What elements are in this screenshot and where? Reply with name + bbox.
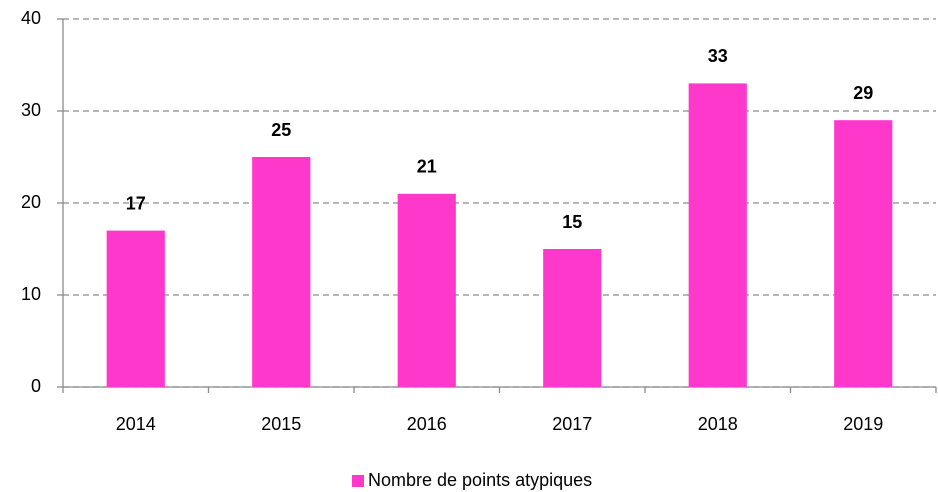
x-tick-label: 2014: [116, 414, 156, 434]
bar: [688, 83, 747, 388]
x-tick-label: 2018: [698, 414, 738, 434]
y-tick-label: 10: [21, 284, 41, 304]
data-label: 21: [417, 157, 437, 177]
legend-swatch: [352, 475, 364, 487]
x-tick-label: 2016: [407, 414, 447, 434]
data-label: 25: [271, 120, 291, 140]
data-label: 33: [708, 46, 728, 66]
x-tick-label: 2017: [552, 414, 592, 434]
data-label: 29: [853, 83, 873, 103]
legend-label: Nombre de points atypiques: [368, 470, 592, 490]
bar: [543, 249, 602, 387]
y-tick-label: 30: [21, 100, 41, 120]
bar: [106, 230, 165, 387]
y-tick-label: 40: [21, 8, 41, 28]
x-tick-label: 2015: [261, 414, 301, 434]
y-tick-label: 0: [31, 376, 41, 396]
data-label: 15: [562, 212, 582, 232]
bar: [252, 157, 311, 387]
bar: [397, 193, 456, 387]
bar: [834, 120, 893, 387]
x-tick-label: 2019: [843, 414, 883, 434]
data-label: 17: [126, 193, 146, 213]
y-tick-label: 20: [21, 192, 41, 212]
